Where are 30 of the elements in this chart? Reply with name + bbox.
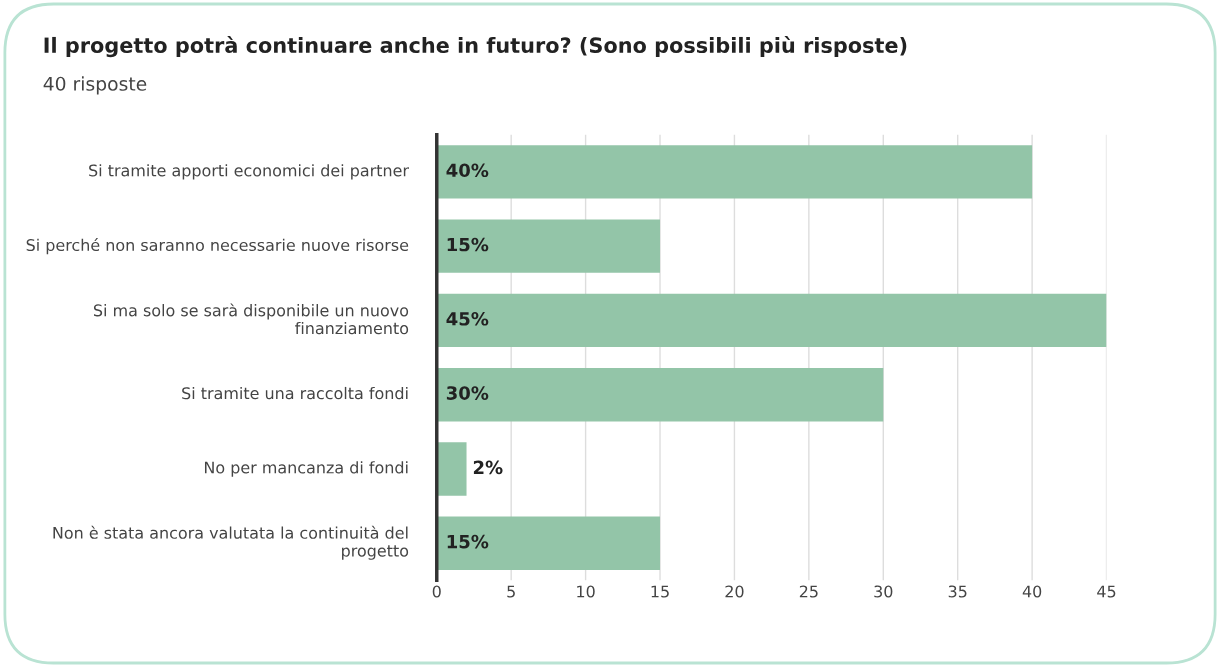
y-tick-label: Si tramite apporti economici dei partner <box>89 164 409 180</box>
y-tick-label: Non è stata ancora valutata la continuità del progetto <box>53 525 409 560</box>
bar <box>436 367 884 422</box>
data-label: 40% <box>446 163 489 178</box>
bar <box>436 516 661 570</box>
x-tick-label: 20 <box>725 585 744 598</box>
x-tick-label: 45 <box>1097 585 1116 598</box>
x-tick-label: 10 <box>577 585 595 598</box>
bar <box>436 442 467 496</box>
bar <box>436 219 661 273</box>
y-tick-label: No per mancanza di fondi <box>204 461 408 477</box>
x-tick-label: 0 <box>432 585 441 598</box>
bar <box>436 293 1107 348</box>
text: 40 risposte <box>43 76 147 95</box>
chart-title: Il progetto potrà continuare anche in futuro? (Sono possibili più risposte) <box>44 36 907 58</box>
x-tick-label: 40 <box>1022 585 1042 598</box>
bar <box>436 145 1033 199</box>
data-label: 15% <box>447 237 489 252</box>
x-tick-label: 5 <box>507 585 515 598</box>
data-label: 2% <box>473 460 503 475</box>
data-label: 15% <box>447 534 489 549</box>
data-label: 30% <box>446 386 489 400</box>
x-tick-label: 30 <box>874 585 893 598</box>
data-label: 45% <box>446 311 489 326</box>
y-tick-label: Si tramite una raccolta fondi <box>182 386 408 400</box>
x-tick-label: 15 <box>651 585 669 598</box>
y-tick-label: Si ma solo se sarà disponibile un nuovo finanziamento <box>93 303 409 335</box>
x-tick-label: 35 <box>948 585 967 598</box>
x-tick-label: 25 <box>799 585 818 598</box>
y-tick-label: Si perché non saranno necessarie nuove risorse <box>26 238 409 255</box>
